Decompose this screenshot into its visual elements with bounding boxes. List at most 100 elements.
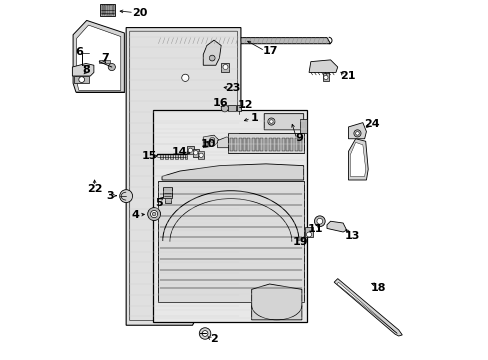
Polygon shape bbox=[203, 135, 219, 148]
Text: 19: 19 bbox=[292, 237, 307, 247]
Circle shape bbox=[150, 211, 158, 218]
Bar bbox=[169, 154, 172, 159]
Text: 14: 14 bbox=[171, 147, 187, 157]
Polygon shape bbox=[251, 284, 301, 320]
Circle shape bbox=[269, 120, 273, 123]
Text: 7: 7 bbox=[102, 53, 109, 63]
Circle shape bbox=[353, 130, 360, 137]
Circle shape bbox=[209, 137, 214, 142]
Bar bbox=[74, 76, 89, 83]
Text: 2: 2 bbox=[210, 334, 218, 344]
Circle shape bbox=[182, 74, 188, 81]
Circle shape bbox=[355, 132, 359, 135]
Bar bbox=[112, 5, 114, 15]
Circle shape bbox=[221, 105, 228, 112]
Text: 9: 9 bbox=[295, 134, 303, 143]
Bar bbox=[104, 5, 105, 15]
Circle shape bbox=[314, 216, 325, 226]
Bar bbox=[264, 138, 267, 150]
Bar bbox=[243, 138, 245, 150]
Bar bbox=[285, 138, 288, 150]
Polygon shape bbox=[156, 38, 330, 44]
Bar bbox=[236, 105, 241, 111]
Polygon shape bbox=[126, 28, 241, 325]
Circle shape bbox=[152, 212, 156, 216]
Bar bbox=[255, 138, 258, 150]
Bar bbox=[277, 138, 280, 150]
Bar bbox=[268, 138, 271, 150]
Bar bbox=[108, 5, 109, 15]
Bar bbox=[294, 138, 297, 150]
Polygon shape bbox=[162, 164, 303, 180]
Bar bbox=[247, 138, 250, 150]
Circle shape bbox=[120, 190, 132, 203]
Bar bbox=[228, 105, 235, 111]
Bar bbox=[260, 138, 263, 150]
Bar bbox=[322, 73, 328, 81]
Polygon shape bbox=[72, 63, 94, 76]
Text: 3: 3 bbox=[106, 191, 114, 201]
Bar bbox=[234, 138, 237, 150]
Polygon shape bbox=[348, 123, 366, 139]
Circle shape bbox=[188, 148, 192, 152]
Bar bbox=[230, 138, 233, 150]
Bar bbox=[160, 154, 163, 159]
Circle shape bbox=[199, 328, 210, 339]
Polygon shape bbox=[326, 221, 346, 232]
Circle shape bbox=[223, 64, 227, 69]
Text: 13: 13 bbox=[344, 231, 359, 240]
Bar bbox=[238, 138, 241, 150]
Polygon shape bbox=[349, 142, 365, 176]
Circle shape bbox=[108, 63, 115, 71]
Bar bbox=[153, 110, 306, 321]
Bar bbox=[251, 138, 254, 150]
Circle shape bbox=[147, 208, 160, 221]
Polygon shape bbox=[228, 134, 303, 153]
Text: 16: 16 bbox=[212, 98, 227, 108]
Bar bbox=[164, 154, 167, 159]
Bar bbox=[164, 198, 171, 203]
Circle shape bbox=[193, 150, 198, 155]
Polygon shape bbox=[77, 25, 121, 90]
Polygon shape bbox=[308, 60, 337, 72]
Circle shape bbox=[203, 141, 208, 147]
Text: 22: 22 bbox=[87, 184, 102, 194]
Circle shape bbox=[199, 153, 203, 157]
Bar bbox=[187, 146, 193, 154]
Polygon shape bbox=[217, 137, 233, 148]
Bar bbox=[175, 154, 178, 159]
Bar bbox=[192, 149, 199, 157]
Bar bbox=[221, 63, 228, 72]
Bar bbox=[298, 138, 301, 150]
Text: 20: 20 bbox=[132, 8, 147, 18]
Polygon shape bbox=[336, 282, 396, 333]
Polygon shape bbox=[73, 21, 124, 92]
Bar bbox=[198, 151, 204, 159]
Polygon shape bbox=[348, 139, 367, 180]
Polygon shape bbox=[203, 40, 221, 65]
Bar bbox=[305, 227, 312, 237]
Text: 15: 15 bbox=[142, 151, 157, 161]
Text: 8: 8 bbox=[82, 65, 90, 75]
Polygon shape bbox=[158, 181, 303, 302]
Bar bbox=[281, 138, 284, 150]
Bar bbox=[184, 154, 187, 159]
Circle shape bbox=[306, 232, 311, 237]
Circle shape bbox=[202, 330, 207, 336]
Text: 6: 6 bbox=[76, 46, 83, 57]
Bar bbox=[290, 138, 293, 150]
Circle shape bbox=[79, 77, 84, 82]
Text: 12: 12 bbox=[237, 100, 253, 111]
Text: 23: 23 bbox=[225, 83, 240, 93]
Text: 1: 1 bbox=[250, 113, 258, 123]
Text: 24: 24 bbox=[363, 119, 379, 129]
Polygon shape bbox=[264, 114, 303, 130]
Bar bbox=[273, 138, 276, 150]
Bar bbox=[100, 4, 115, 16]
Circle shape bbox=[209, 55, 215, 61]
Text: 11: 11 bbox=[307, 225, 322, 234]
Text: 21: 21 bbox=[339, 71, 354, 81]
Bar bbox=[110, 5, 112, 15]
Bar bbox=[163, 187, 172, 198]
Bar bbox=[106, 5, 107, 15]
